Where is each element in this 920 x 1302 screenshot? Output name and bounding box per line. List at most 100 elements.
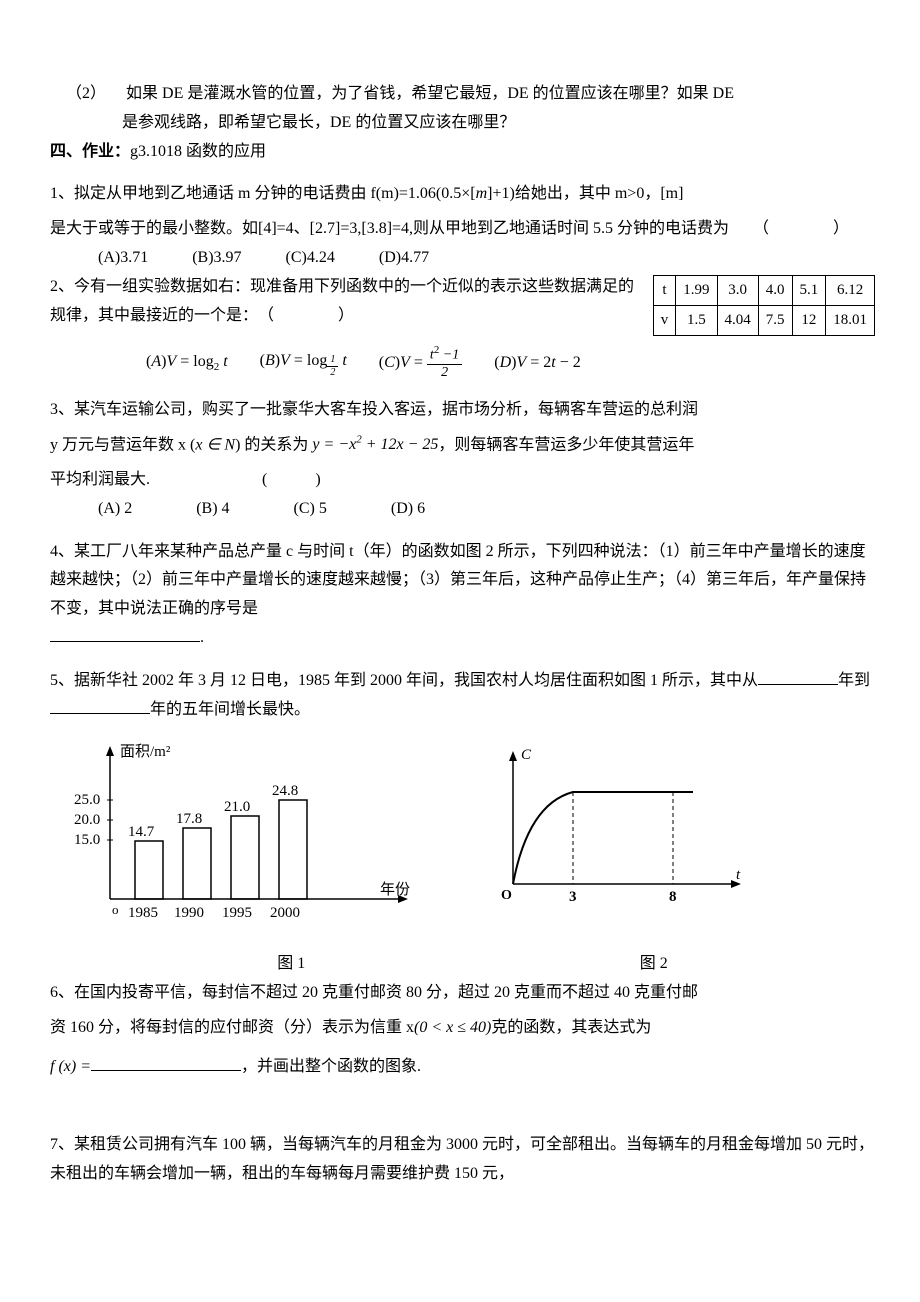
q1-num: 1、 [50,185,74,202]
q2-opt-c: (C)V = t2 −12 [379,344,462,382]
question-6: 6、在国内投寄平信，每封信不超过 20 克重付邮资 80 分，超过 20 克重而… [50,979,875,1008]
charts-row: 面积/m² 年份 o 25.0 20.0 15.0 14.7 1985 17.8… [50,734,875,945]
q4-period: . [200,629,204,646]
table-row: t 1.99 3.0 4.0 5.1 6.12 [653,275,874,305]
q6-line2c: 克的函数，其表达式为 [491,1019,651,1036]
q1-opt-c: (C)4.24 [286,244,335,273]
bar3-year: 1995 [222,905,252,921]
q2-data-table: t 1.99 3.0 4.0 5.1 6.12 v 1.5 4.04 7.5 1… [653,275,875,336]
q3-line2b: x ∈ N [195,436,235,453]
q2-formulas: (A)V = log2 t (B)V = log12 t (C)V = t2 −… [50,344,875,382]
q6-line1: 在国内投寄平信，每封信不超过 20 克重付邮资 80 分，超过 20 克重而不超… [74,984,698,1001]
q5-text3: 年的五年间增长最快。 [150,701,310,718]
chart1-xlabel: 年份 [380,881,410,898]
td: 4.04 [717,305,758,335]
q3-opt-c: (C) 5 [294,495,327,524]
q1-text1b: ]+1)给她出，其中 m>0，[m] [487,185,683,202]
ytick-25: 25.0 [74,792,100,808]
q3-options: (A) 2 (B) 4 (C) 5 (D) 6 [50,495,875,524]
bar2-label: 17.8 [176,811,202,827]
q4-blank [50,641,200,642]
section4-heading: 四、作业：g3.1018 函数的应用 [50,138,875,167]
q2-num: 2、 [50,278,74,295]
q3-opt-d: (D) 6 [391,495,425,524]
question-2b: （2） 如果 DE 是灌溉水管的位置，为了省钱，希望它最短，DE 的位置应该在哪… [50,80,875,109]
q3-line1: 某汽车运输公司，购买了一批豪华大客车投入客运，据市场分析，每辆客车营运的总利润 [74,401,698,418]
q7-text: 某租赁公司拥有汽车 100 辆，当每辆汽车的月租金为 3000 元时，可全部租出… [50,1136,874,1182]
bar3-label: 21.0 [224,799,250,815]
q6-line2a: 资 160 分，将每封信的应付邮资（分）表示为信重 x [50,1019,414,1036]
chart2-box: C t O 3 8 [463,734,876,945]
question-2: t 1.99 3.0 4.0 5.1 6.12 v 1.5 4.04 7.5 1… [50,273,875,336]
chart2-ylabel: C [521,747,532,763]
q3-opt-b: (B) 4 [196,495,229,524]
q6-line3: f (x) = ，并画出整个函数的图象. [50,1053,875,1082]
q7-num: 7、 [50,1136,74,1153]
q6-blank [91,1070,241,1071]
q3-line2e: ，则每辆客车营运多少年使其营运年 [438,436,694,453]
q6-fx: f (x) = [50,1058,91,1075]
td: 6.12 [826,275,875,305]
chart1-origin: o [112,902,119,917]
chart2-caption: 图 2 [473,950,876,979]
q1-opt-a: (A)3.71 [98,244,148,273]
bar-chart-fig1: 面积/m² 年份 o 25.0 20.0 15.0 14.7 1985 17.8… [50,734,430,934]
q1-options: (A)3.71 (B)3.97 (C)4.24 (D)4.77 [50,244,875,273]
q3-line2c: ) 的关系为 [235,436,312,453]
table-row: v 1.5 4.04 7.5 12 18.01 [653,305,874,335]
q1-text1a: 拟定从甲地到乙地通话 m 分钟的电话费由 f(m)=1.06(0.5×[ [74,185,476,202]
bar1-year: 1985 [128,905,158,921]
bar4-label: 24.8 [272,783,298,799]
bar2-year: 1990 [174,905,204,921]
q4-num: 4、 [50,543,74,560]
chart-captions: 图 1 图 2 [50,950,875,979]
q1-line2: 是大于或等于的最小整数。如[4]=4、[2.7]=3,[3.8]=4,则从甲地到… [50,215,875,244]
td: 1.99 [676,275,717,305]
q3-line2: y 万元与营运年数 x (x ∈ N) 的关系为 y = −x2 + 12x −… [50,431,875,460]
q6-line3b: ，并画出整个函数的图象. [241,1058,421,1075]
q4-text: 某工厂八年来某种产品总产量 c 与时间 t（年）的函数如图 2 所示，下列四种说… [50,543,866,618]
q2b-label: （2） [50,85,106,102]
q3-opt-a: (A) 2 [98,495,132,524]
q5-blank1 [758,684,838,685]
q2-opt-d: (D)V = 2t − 2 [494,349,581,378]
q6-line2: 资 160 分，将每封信的应付邮资（分）表示为信重 x(0 < x ≤ 40)克… [50,1014,875,1043]
q3-line3: 平均利润最大. ( ) [50,466,875,495]
q2b-text-part1: 如果 DE 是灌溉水管的位置，为了省钱，希望它最短，DE 的位置应该在哪里？如果… [110,85,734,102]
q2-opt-a: (A)V = log2 t [146,348,228,378]
td: 12 [792,305,826,335]
q2-text: 今有一组实验数据如右：现准备用下列函数中的一个近似的表示这些数据满足的规律，其中… [50,278,634,324]
q2-opt-b: (B)V = log12 t [260,347,347,379]
q5-text1: 据新华社 2002 年 3 月 12 日电，1985 年到 2000 年间，我国… [74,672,758,689]
chart1-box: 面积/m² 年份 o 25.0 20.0 15.0 14.7 1985 17.8… [50,734,463,945]
q5-num: 5、 [50,672,74,689]
td: 4.0 [758,275,792,305]
q3-num: 3、 [50,401,74,418]
question-4: 4、某工厂八年来某种产品总产量 c 与时间 t（年）的函数如图 2 所示，下列四… [50,538,875,624]
curve-chart-fig2: C t O 3 8 [463,734,783,934]
question-7: 7、某租赁公司拥有汽车 100 辆，当每辆汽车的月租金为 3000 元时，可全部… [50,1131,875,1189]
q4-blank-line: . [50,624,875,653]
td: 3.0 [717,275,758,305]
th-v: v [653,305,676,335]
ytick-15: 15.0 [74,832,100,848]
q3-line2d: y = −x2 + 12x − 25 [312,436,438,453]
q1-opt-b: (B)3.97 [192,244,241,273]
q1-m: m [476,185,488,202]
bar4-year: 2000 [270,905,300,921]
q6-num: 6、 [50,984,74,1001]
ytick-20: 20.0 [74,812,100,828]
question-5: 5、据新华社 2002 年 3 月 12 日电，1985 年到 2000 年间，… [50,667,875,725]
section4-subtitle: g3.1018 函数的应用 [130,143,266,160]
q2b-line2: 是参观线路，即希望它最长，DE 的位置又应该在哪里？ [50,109,875,138]
chart2-origin: O [501,888,512,903]
question-1: 1、拟定从甲地到乙地通话 m 分钟的电话费由 f(m)=1.06(0.5×[m]… [50,180,875,209]
chart1-ylabel: 面积/m² [120,743,171,760]
td: 5.1 [792,275,826,305]
section4-label: 四、作业： [50,143,130,160]
bar1-label: 14.7 [128,824,155,840]
chart2-tick8: 8 [669,889,677,905]
q6-line2b: (0 < x ≤ 40) [414,1019,491,1036]
q1-opt-d: (D)4.77 [379,244,429,273]
chart1-caption: 图 1 [50,950,473,979]
